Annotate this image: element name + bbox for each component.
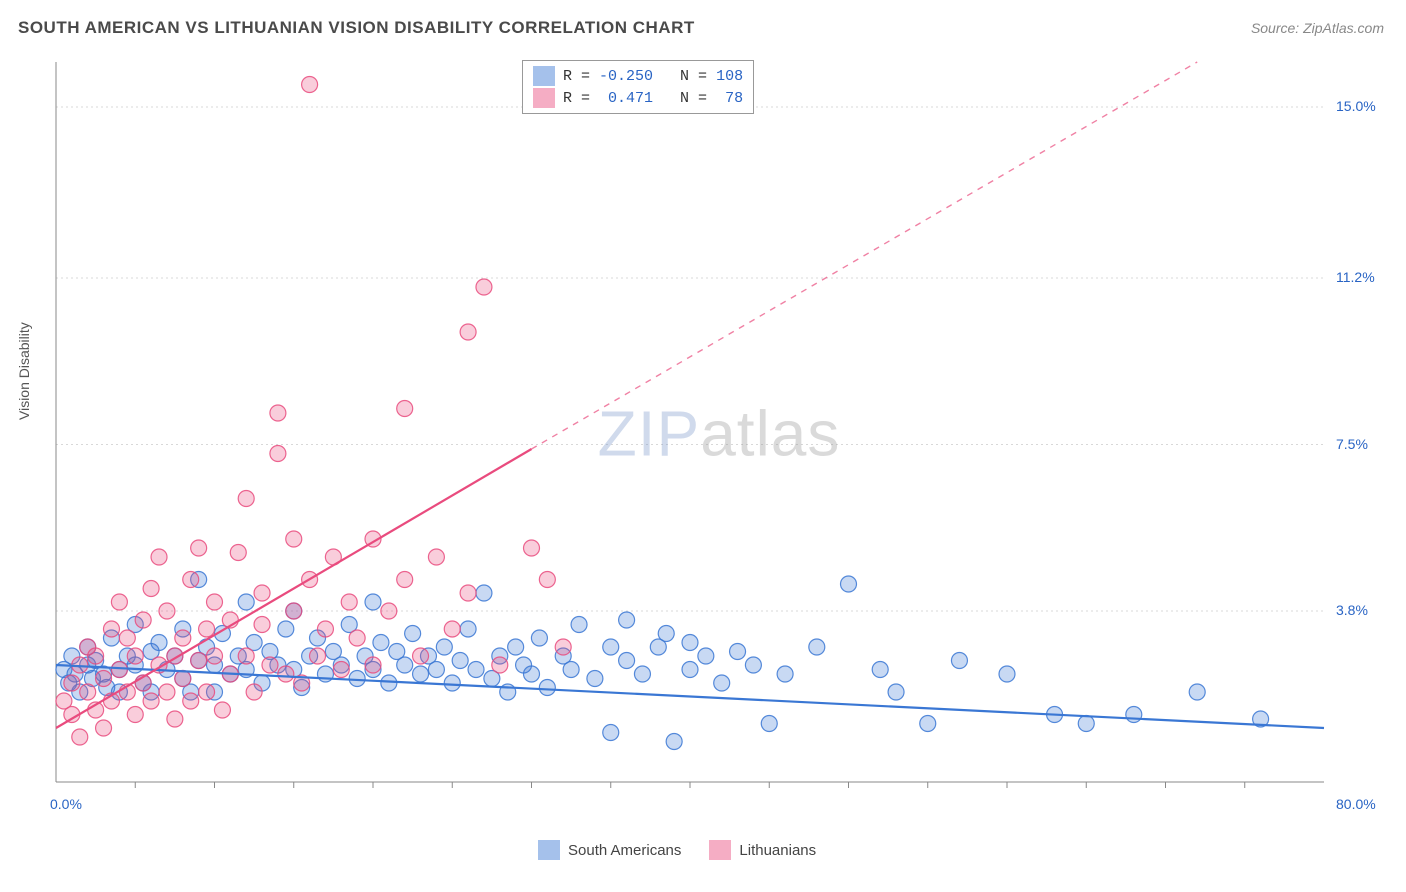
chart-title: SOUTH AMERICAN VS LITHUANIAN VISION DISA… [18, 18, 695, 38]
legend-swatch [533, 88, 555, 108]
y-axis-label: Vision Disability [16, 322, 32, 420]
scatter-plot: ZIPatlas R = -0.250 N = 108R = 0.471 N =… [54, 56, 1384, 826]
legend-stat-text: R = 0.471 N = 78 [563, 90, 743, 107]
source-attribution: Source: ZipAtlas.com [1251, 20, 1384, 36]
axis-tick-label: 15.0% [1336, 98, 1376, 114]
legend-stat-row: R = -0.250 N = 108 [533, 65, 743, 87]
axis-tick-label: 0.0% [50, 796, 82, 812]
axis-tick-label: 7.5% [1336, 436, 1368, 452]
series-legend-item: South Americans [538, 840, 681, 860]
axis-tick-label: 80.0% [1336, 796, 1376, 812]
series-legend-label: Lithuanians [739, 842, 816, 859]
axis-tick-label: 11.2% [1336, 269, 1375, 285]
legend-swatch [538, 840, 560, 860]
plot-svg [54, 56, 1384, 826]
series-legend-item: Lithuanians [709, 840, 816, 860]
series-legend: South Americans Lithuanians [538, 840, 816, 860]
correlation-legend: R = -0.250 N = 108 R = 0.471 N = 78 [522, 60, 754, 114]
legend-stat-row: R = 0.471 N = 78 [533, 87, 743, 109]
series-legend-label: South Americans [568, 842, 681, 859]
legend-swatch [709, 840, 731, 860]
axis-tick-label: 3.8% [1336, 602, 1368, 618]
legend-swatch [533, 66, 555, 86]
legend-stat-text: R = -0.250 N = 108 [563, 68, 743, 85]
